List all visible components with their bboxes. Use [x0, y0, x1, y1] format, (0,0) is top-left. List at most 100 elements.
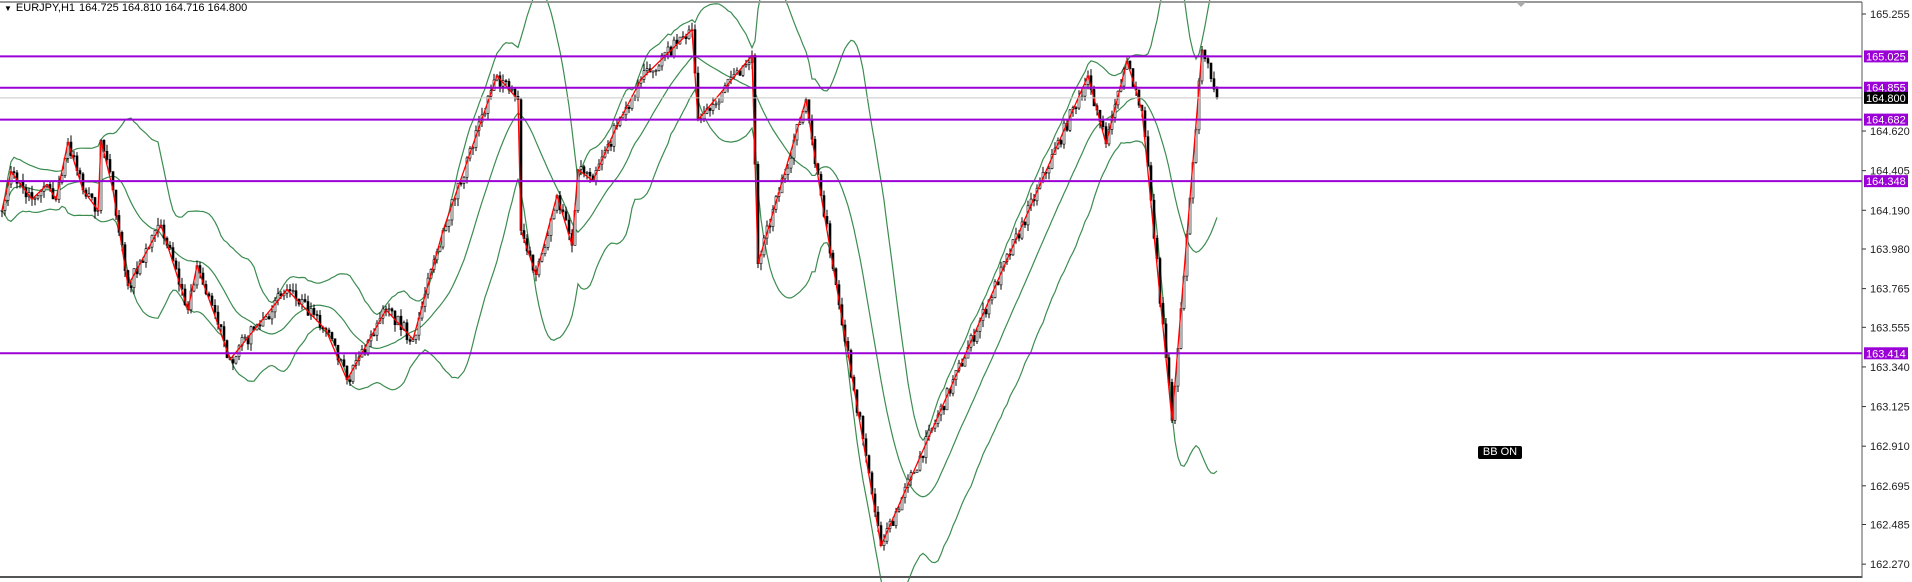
candle-body	[828, 223, 832, 254]
candle	[1050, 149, 1054, 170]
candle	[1062, 118, 1066, 149]
candle-body	[105, 151, 109, 160]
candle	[447, 219, 451, 233]
y-tick-label: 163.340	[1870, 362, 1910, 374]
candle-body	[1062, 122, 1066, 145]
bollinger-bands	[1, 0, 1218, 582]
candle-body	[708, 108, 712, 111]
candle-body	[315, 314, 319, 316]
candle-body	[945, 388, 949, 411]
candle-body	[891, 521, 895, 526]
candle-body	[915, 469, 919, 473]
candle-body	[1047, 168, 1051, 174]
candle	[438, 246, 442, 253]
candle	[1146, 130, 1150, 168]
candle	[237, 344, 241, 361]
current-price-tag	[1864, 91, 1908, 104]
candle	[234, 355, 238, 365]
level-price-tag	[1864, 81, 1908, 94]
candle-body	[372, 334, 376, 337]
candle	[21, 173, 25, 194]
candle	[291, 283, 295, 294]
candle	[306, 295, 310, 316]
candle	[231, 355, 235, 371]
chart-title: ▼ EURJPY,H1 164.725 164.810 164.716 164.…	[4, 2, 247, 14]
candle	[348, 373, 352, 386]
candle-body	[288, 289, 292, 291]
candle	[627, 104, 631, 114]
candle-body	[717, 101, 721, 105]
candle	[345, 365, 349, 385]
candle	[351, 364, 355, 385]
candle	[60, 172, 64, 185]
candle-body	[666, 46, 670, 53]
y-tick-label: 164.190	[1870, 205, 1910, 217]
candle-body	[1128, 60, 1132, 69]
candle-body	[636, 82, 640, 98]
candle-body	[90, 193, 94, 198]
candle-body	[1023, 221, 1027, 226]
candle	[288, 284, 292, 298]
candle-body	[237, 345, 241, 358]
candle	[744, 59, 748, 68]
candle-body	[663, 51, 667, 56]
candle-body	[609, 144, 613, 147]
candle-body	[390, 308, 394, 312]
candle	[390, 307, 394, 317]
candle	[174, 257, 178, 271]
candle-body	[1026, 205, 1030, 226]
candle-body	[1203, 49, 1207, 59]
candle-body	[897, 509, 901, 512]
candle	[303, 293, 307, 304]
candle	[375, 320, 379, 342]
candle	[543, 243, 547, 257]
horizontal-levels[interactable]: 165.025 164.855 164.682 164.348 163.414 164.8…	[0, 50, 1908, 360]
candle-body	[729, 77, 733, 80]
candle	[36, 194, 40, 201]
candle	[897, 506, 901, 513]
candle	[138, 259, 142, 276]
y-tick-label: 162.270	[1870, 559, 1910, 571]
candle	[786, 164, 790, 182]
candle-body	[444, 226, 448, 231]
dropdown-triangle-icon[interactable]: ▼	[4, 3, 12, 13]
candle-body	[951, 379, 955, 394]
candle-body	[72, 155, 76, 157]
candle-body	[1050, 154, 1054, 169]
candle	[1047, 165, 1051, 180]
bb-on-button[interactable]: BB ON	[1478, 446, 1522, 459]
candle-body	[459, 182, 463, 185]
candle	[546, 230, 550, 251]
candle	[240, 334, 244, 351]
candle-body	[258, 324, 262, 327]
candle	[1101, 115, 1105, 131]
candle-body	[789, 157, 793, 169]
candle-body	[333, 338, 337, 346]
candle-body	[414, 334, 418, 340]
candle	[168, 241, 172, 251]
candle-body	[450, 199, 454, 221]
candle	[210, 292, 214, 306]
candle	[984, 307, 988, 318]
candle	[585, 170, 589, 180]
candle	[108, 153, 112, 174]
candle	[642, 63, 646, 83]
candle	[681, 31, 685, 39]
level-price-label: 165.025	[1866, 51, 1906, 63]
candle	[39, 189, 43, 203]
candle-body	[348, 379, 352, 382]
candle-body	[627, 106, 631, 109]
candle	[708, 107, 712, 117]
candle-body	[651, 70, 655, 73]
y-tick-label: 164.405	[1870, 166, 1910, 178]
candle	[582, 164, 586, 178]
candle	[942, 405, 946, 415]
candle-body	[720, 91, 724, 103]
candle	[408, 337, 412, 345]
candle-body	[39, 191, 43, 197]
candle-body	[0, 209, 4, 212]
candle-body	[825, 216, 829, 224]
candle-body	[408, 339, 412, 342]
